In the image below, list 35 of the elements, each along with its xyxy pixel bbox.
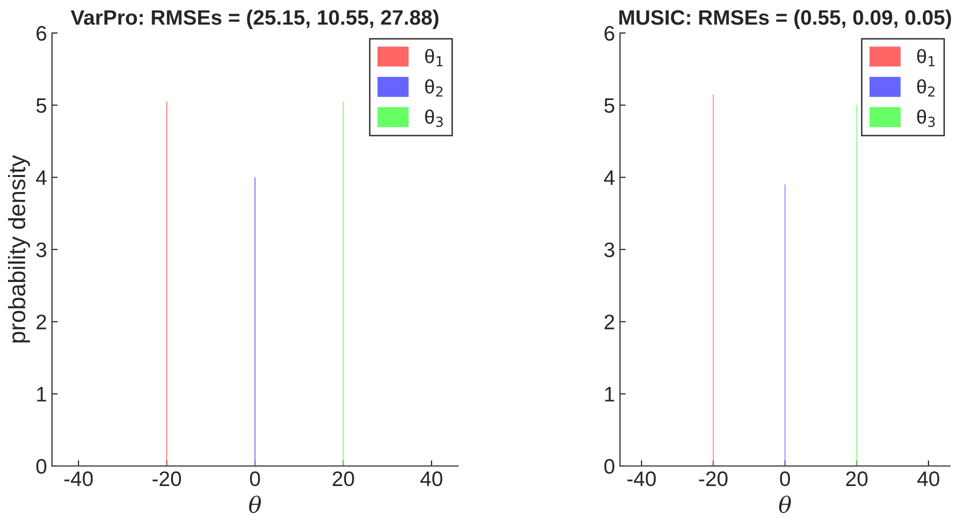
y-tick-label: 2: [604, 314, 614, 330]
y-tick-label: 1: [37, 387, 46, 402]
chart-title: VarPro: RMSEs = (25.15, 10.55, 27.88): [70, 10, 438, 29]
legend-label: θ$_{3}$: [425, 110, 443, 127]
x-tick-label: 40: [420, 471, 442, 486]
x-tick-label: 40: [917, 471, 940, 486]
y-tick-label: 1: [605, 387, 614, 402]
y-tick-label: 4: [604, 170, 615, 185]
y-tick-label: 4: [36, 170, 47, 185]
x-tick-label: 0: [780, 471, 790, 486]
y-tick-label: 2: [36, 314, 46, 330]
x-axis-title: θ: [779, 496, 791, 513]
chart-title: MUSIC: RMSEs = (0.55, 0.09, 0.05): [619, 10, 951, 29]
legend-label: θ$_{1}$: [425, 48, 443, 66]
x-tick-label: 20: [332, 471, 354, 486]
y-axis-title: probability density: [8, 155, 30, 342]
y-tick-label: 3: [604, 242, 614, 258]
legend-label: θ$_{1}$: [917, 48, 935, 66]
y-tick-label: 5: [604, 98, 614, 113]
x-tick-label: -20: [152, 471, 181, 486]
y-tick-label: 3: [36, 242, 46, 258]
x-tick-label: -40: [64, 471, 93, 486]
legend-label: θ$_{3}$: [917, 110, 935, 127]
x-tick-label: 0: [250, 471, 260, 486]
x-tick-label: -20: [699, 471, 728, 486]
x-axis-title: θ: [249, 496, 261, 513]
y-tick-label: 6: [604, 26, 614, 41]
y-tick-label: 0: [604, 459, 614, 474]
legend-label: θ$_{2}$: [917, 79, 934, 96]
x-tick-label: -40: [627, 471, 656, 486]
y-tick-label: 5: [36, 98, 46, 113]
legend-label: θ$_{2}$: [425, 79, 442, 96]
y-tick-label: 6: [36, 26, 46, 41]
y-tick-label: 0: [36, 459, 46, 474]
x-tick-label: 20: [846, 471, 868, 486]
